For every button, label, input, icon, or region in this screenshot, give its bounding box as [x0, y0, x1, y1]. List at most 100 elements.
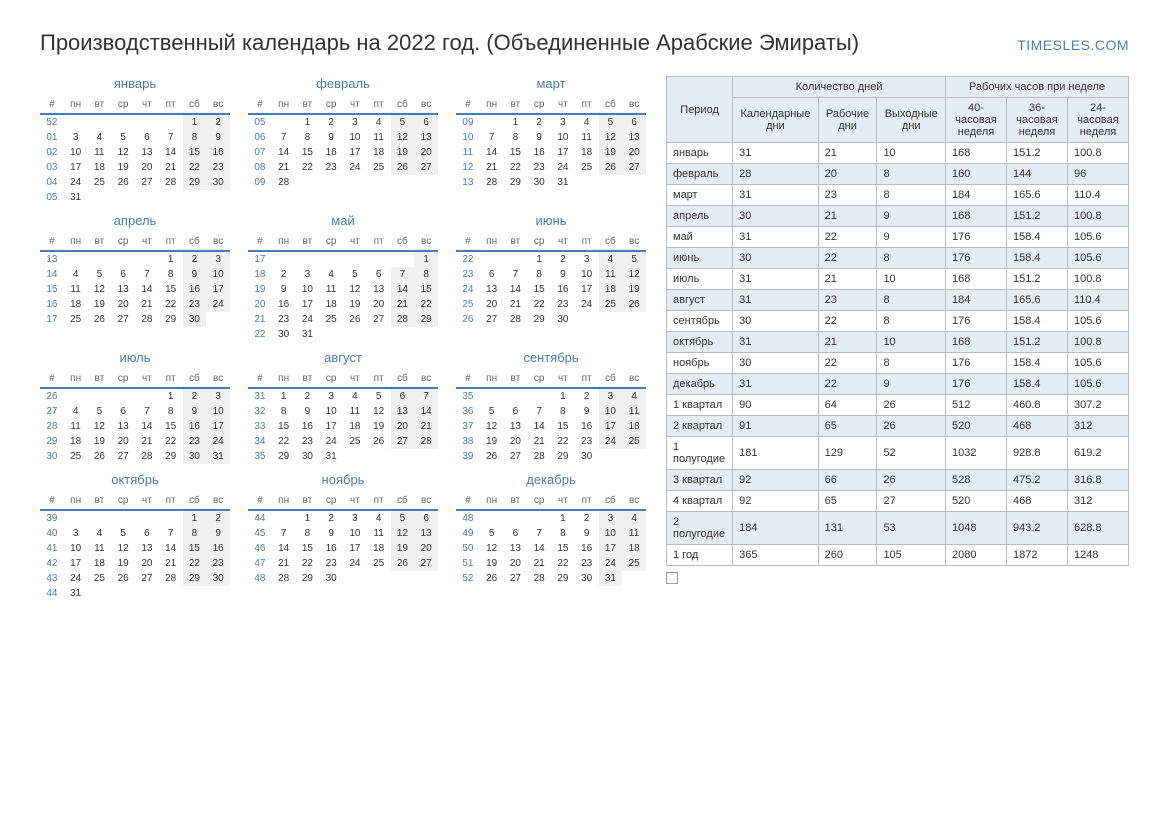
day-cell: 24: [343, 160, 367, 175]
day-cell: 18: [64, 434, 88, 449]
day-cell: 15: [183, 145, 207, 160]
month-name: декабрь: [456, 472, 646, 487]
day-cell: [391, 251, 415, 267]
value-cell: 520: [946, 491, 1007, 512]
day-cell: [135, 586, 159, 601]
day-cell: 24: [296, 312, 320, 327]
day-cell: 3: [551, 114, 575, 130]
day-cell: 30: [527, 175, 551, 190]
value-cell: 27: [877, 491, 946, 512]
day-cell: 1: [183, 114, 207, 130]
day-cell: 6: [367, 267, 391, 282]
day-cell: 11: [319, 282, 343, 297]
dow-header: ср: [319, 97, 343, 114]
value-cell: 10: [877, 143, 946, 164]
day-cell: [527, 510, 551, 526]
month-name: май: [248, 213, 438, 228]
value-cell: 100.8: [1067, 206, 1128, 227]
day-cell: 19: [367, 419, 391, 434]
day-cell: 5: [111, 130, 135, 145]
day-cell: 12: [391, 526, 415, 541]
day-cell: 23: [575, 434, 599, 449]
value-cell: 168: [946, 332, 1007, 353]
day-cell: [622, 312, 646, 327]
day-cell: 14: [414, 404, 438, 419]
day-cell: 20: [414, 541, 438, 556]
value-cell: 100.8: [1067, 143, 1128, 164]
week-number: 48: [248, 571, 272, 586]
day-cell: 21: [414, 419, 438, 434]
day-cell: 17: [551, 145, 575, 160]
dow-header: пт: [575, 234, 599, 251]
day-cell: 3: [64, 526, 88, 541]
period-label: май: [667, 227, 733, 248]
day-cell: 10: [599, 404, 623, 419]
day-cell: 21: [480, 160, 504, 175]
day-cell: 18: [575, 145, 599, 160]
day-cell: 22: [183, 160, 207, 175]
day-cell: 3: [599, 388, 623, 404]
dow-header: вт: [88, 371, 112, 388]
week-number: 19: [248, 282, 272, 297]
day-cell: 16: [183, 419, 207, 434]
day-cell: 7: [414, 388, 438, 404]
value-cell: 105.6: [1067, 311, 1128, 332]
month-name: июль: [40, 350, 230, 365]
day-cell: 14: [135, 282, 159, 297]
day-cell: 2: [575, 510, 599, 526]
day-cell: 7: [504, 267, 528, 282]
day-cell: 21: [135, 434, 159, 449]
day-cell: 7: [159, 526, 183, 541]
value-cell: 158.4: [1006, 248, 1067, 269]
day-cell: [504, 251, 528, 267]
day-cell: 6: [622, 114, 646, 130]
day-cell: 26: [111, 175, 135, 190]
dow-header: вс: [622, 234, 646, 251]
week-number: 32: [248, 404, 272, 419]
day-cell: 23: [272, 312, 296, 327]
day-cell: 11: [575, 130, 599, 145]
day-cell: 14: [504, 282, 528, 297]
dow-header: сб: [599, 493, 623, 510]
day-cell: 17: [599, 419, 623, 434]
summary-row: октябрь312110168151.2100.8: [667, 332, 1129, 353]
value-cell: 21: [818, 206, 877, 227]
day-cell: [183, 190, 207, 205]
week-number: 09: [456, 114, 480, 130]
dow-header: чт: [343, 97, 367, 114]
dow-header: ср: [111, 371, 135, 388]
day-cell: 24: [64, 175, 88, 190]
day-cell: 10: [296, 282, 320, 297]
day-cell: 15: [183, 541, 207, 556]
day-cell: 12: [88, 419, 112, 434]
summary-row: 3 квартал926626528475.2316.8: [667, 470, 1129, 491]
day-cell: [367, 251, 391, 267]
day-cell: 4: [622, 388, 646, 404]
dow-header: чт: [135, 493, 159, 510]
day-cell: 18: [622, 541, 646, 556]
checkbox[interactable]: [666, 572, 678, 584]
day-cell: 10: [343, 130, 367, 145]
day-cell: [88, 510, 112, 526]
day-cell: 1: [272, 388, 296, 404]
day-cell: [296, 251, 320, 267]
day-cell: 31: [551, 175, 575, 190]
dow-header: пн: [272, 97, 296, 114]
day-cell: 19: [88, 297, 112, 312]
day-cell: [272, 251, 296, 267]
day-cell: 22: [414, 297, 438, 312]
day-cell: 10: [64, 541, 88, 556]
day-cell: 20: [111, 434, 135, 449]
day-cell: 5: [111, 526, 135, 541]
day-cell: 19: [343, 297, 367, 312]
brand-link[interactable]: TIMESLES.COM: [1017, 37, 1129, 53]
day-cell: 14: [159, 541, 183, 556]
day-cell: 11: [367, 130, 391, 145]
day-cell: 28: [527, 449, 551, 464]
period-label: декабрь: [667, 374, 733, 395]
day-cell: 19: [111, 556, 135, 571]
day-cell: [367, 327, 391, 342]
summary-row: июнь30228176158.4105.6: [667, 248, 1129, 269]
day-cell: 9: [183, 267, 207, 282]
value-cell: 31: [733, 143, 818, 164]
